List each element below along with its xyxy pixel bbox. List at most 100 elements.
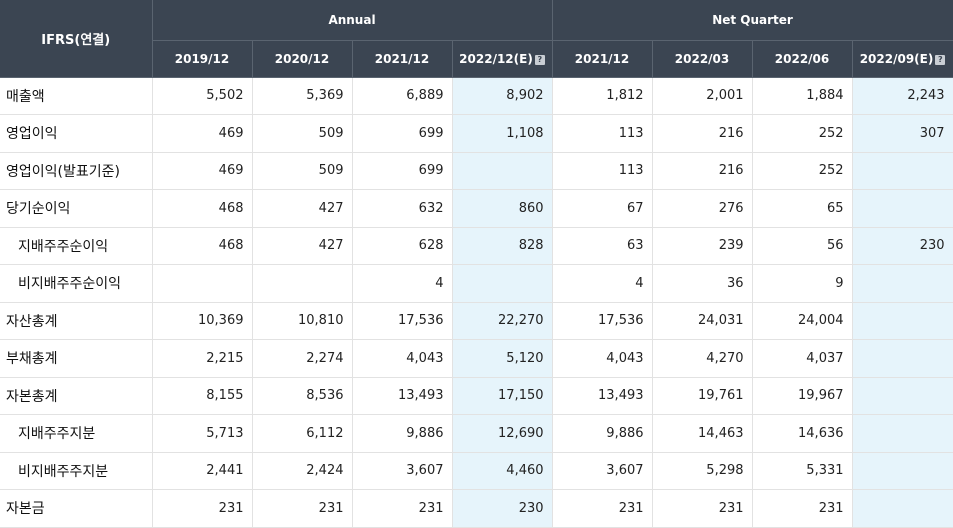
value-cell: 252 bbox=[752, 114, 853, 153]
value-cell: 4,270 bbox=[652, 339, 753, 378]
value-cell: 231 bbox=[152, 489, 253, 528]
value-cell bbox=[852, 377, 953, 415]
period-header: 2021/12 bbox=[352, 40, 453, 78]
value-cell: 8,536 bbox=[252, 377, 353, 415]
table-row: 자산총계 10,369 10,810 17,536 22,270 17,536 24,031… bbox=[0, 302, 953, 340]
value-cell: 231 bbox=[252, 489, 353, 528]
value-cell bbox=[452, 152, 553, 190]
table-row: 자본총계 8,155 8,536 13,493 17,150 13,493 19,761 19… bbox=[0, 377, 953, 415]
value-cell: 427 bbox=[252, 189, 353, 228]
value-cell: 6,112 bbox=[252, 414, 353, 453]
value-cell: 14,636 bbox=[752, 414, 853, 453]
annual-group-header: Annual bbox=[152, 0, 553, 41]
period-header: 2020/12 bbox=[252, 40, 353, 78]
value-cell bbox=[452, 264, 553, 303]
value-cell: 231 bbox=[352, 489, 453, 528]
value-cell: 5,369 bbox=[252, 77, 353, 115]
value-cell: 19,761 bbox=[652, 377, 753, 415]
period-label: 2022/09(E) bbox=[859, 51, 934, 66]
table-row: 자본금 231 231 231 230 231 231 231 bbox=[0, 489, 953, 528]
value-cell: 9 bbox=[752, 264, 853, 303]
row-label: 비지배주주순이익 bbox=[0, 264, 153, 303]
value-cell: 14,463 bbox=[652, 414, 753, 453]
estimate-info-icon[interactable]: ? bbox=[534, 54, 545, 65]
value-cell: 2,424 bbox=[252, 452, 353, 490]
value-cell: 468 bbox=[152, 189, 253, 228]
value-cell: 12,690 bbox=[452, 414, 553, 453]
value-cell: 10,369 bbox=[152, 302, 253, 340]
value-cell bbox=[852, 414, 953, 453]
period-header: 2022/06 bbox=[752, 40, 853, 78]
value-cell: 113 bbox=[552, 114, 653, 153]
value-cell: 9,886 bbox=[352, 414, 453, 453]
value-cell: 216 bbox=[652, 152, 753, 190]
value-cell: 5,120 bbox=[452, 339, 553, 378]
period-label: 2019/12 bbox=[174, 51, 230, 66]
value-cell bbox=[852, 302, 953, 340]
value-cell: 252 bbox=[752, 152, 853, 190]
row-label: 자본총계 bbox=[0, 377, 153, 415]
period-label: 2021/12 bbox=[574, 51, 630, 66]
value-cell bbox=[852, 452, 953, 490]
row-label: 영업이익(발표기준) bbox=[0, 152, 153, 190]
value-cell: 231 bbox=[552, 489, 653, 528]
value-cell: 4,043 bbox=[552, 339, 653, 378]
row-label: 매출액 bbox=[0, 77, 153, 115]
value-cell: 307 bbox=[852, 114, 953, 153]
value-cell: 4 bbox=[352, 264, 453, 303]
corner-header: IFRS(연결) bbox=[0, 0, 153, 78]
value-cell: 239 bbox=[652, 227, 753, 265]
value-cell: 24,031 bbox=[652, 302, 753, 340]
value-cell: 4,037 bbox=[752, 339, 853, 378]
value-cell bbox=[852, 152, 953, 190]
period-header: 2022/09(E)? bbox=[852, 40, 953, 78]
row-label: 당기순이익 bbox=[0, 189, 153, 228]
value-cell: 5,502 bbox=[152, 77, 253, 115]
table-row: 지배주주지분 5,713 6,112 9,886 12,690 9,886 14,463 14… bbox=[0, 414, 953, 453]
period-label: 2022/03 bbox=[674, 51, 730, 66]
value-cell: 3,607 bbox=[352, 452, 453, 490]
table-row: 영업이익(발표기준) 469 509 699 113 216 252 bbox=[0, 152, 953, 190]
value-cell: 2,215 bbox=[152, 339, 253, 378]
row-label: 비지배주주지분 bbox=[0, 452, 153, 490]
value-cell: 5,331 bbox=[752, 452, 853, 490]
value-cell: 19,967 bbox=[752, 377, 853, 415]
value-cell: 469 bbox=[152, 114, 253, 153]
value-cell: 2,274 bbox=[252, 339, 353, 378]
value-cell: 1,812 bbox=[552, 77, 653, 115]
period-label: 2021/12 bbox=[374, 51, 430, 66]
value-cell: 6,889 bbox=[352, 77, 453, 115]
value-cell: 4 bbox=[552, 264, 653, 303]
table-row: 비지배주주순이익 4 4 36 9 bbox=[0, 264, 953, 303]
value-cell: 5,713 bbox=[152, 414, 253, 453]
value-cell bbox=[252, 264, 353, 303]
table-row: 지배주주순이익 468 427 628 828 63 239 56 230 bbox=[0, 227, 953, 265]
row-label: 부채총계 bbox=[0, 339, 153, 378]
value-cell: 113 bbox=[552, 152, 653, 190]
row-label: 지배주주지분 bbox=[0, 414, 153, 453]
value-cell: 230 bbox=[452, 489, 553, 528]
value-cell bbox=[852, 264, 953, 303]
value-cell bbox=[852, 189, 953, 228]
period-header: 2021/12 bbox=[552, 40, 653, 78]
value-cell: 509 bbox=[252, 152, 353, 190]
value-cell: 17,536 bbox=[552, 302, 653, 340]
value-cell: 4,460 bbox=[452, 452, 553, 490]
table-row: 당기순이익 468 427 632 860 67 276 65 bbox=[0, 189, 953, 228]
table-row: 부채총계 2,215 2,274 4,043 5,120 4,043 4,270 4,037 bbox=[0, 339, 953, 378]
value-cell: 13,493 bbox=[552, 377, 653, 415]
estimate-info-icon[interactable]: ? bbox=[935, 54, 946, 65]
row-label: 영업이익 bbox=[0, 114, 153, 153]
row-label: 자산총계 bbox=[0, 302, 153, 340]
value-cell: 1,108 bbox=[452, 114, 553, 153]
value-cell: 2,001 bbox=[652, 77, 753, 115]
quarter-group-header: Net Quarter bbox=[552, 0, 953, 41]
value-cell: 63 bbox=[552, 227, 653, 265]
value-cell bbox=[852, 339, 953, 378]
period-label: 2022/12(E) bbox=[459, 51, 533, 66]
value-cell: 276 bbox=[652, 189, 753, 228]
table-row: 영업이익 469 509 699 1,108 113 216 252 307 bbox=[0, 114, 953, 153]
value-cell: 5,298 bbox=[652, 452, 753, 490]
value-cell: 17,150 bbox=[452, 377, 553, 415]
